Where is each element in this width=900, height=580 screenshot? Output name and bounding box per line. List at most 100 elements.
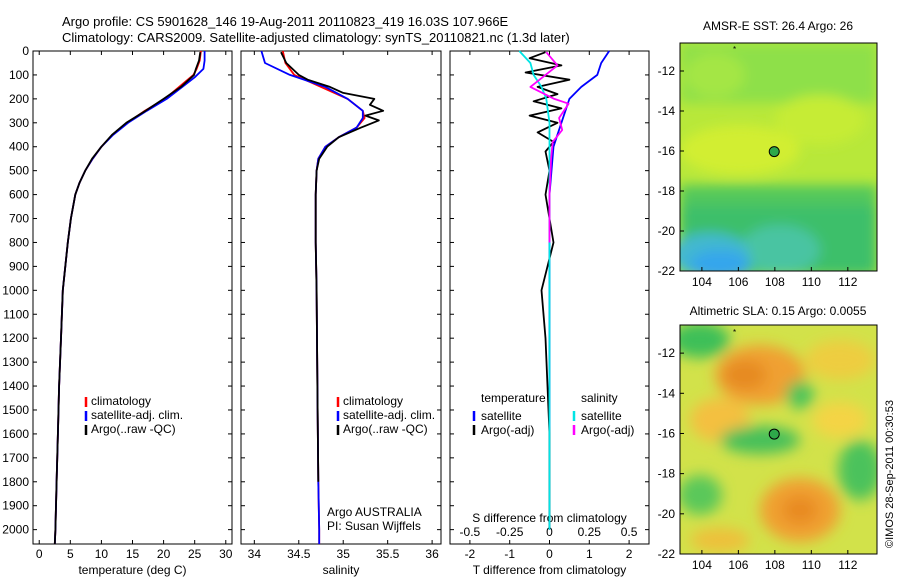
salinity-legend-label: satellite-adj. clim. — [343, 408, 435, 422]
difference-xtick-label: 2 — [626, 547, 633, 561]
sst-origin-mark: * — [733, 45, 736, 54]
temperature-xtick-label: 15 — [126, 547, 140, 561]
credit-text: ©IMOS 28-Sep-2011 00:30:53 — [884, 400, 896, 548]
difference-series-temperature-argo-adj- — [524, 51, 571, 530]
salinity-series-argo-raw-qc- — [280, 51, 385, 482]
difference-top-tick-label: 0 — [546, 525, 553, 539]
temperature-ytick-label: 900 — [9, 259, 29, 273]
diff-legend-salinity-title: salinity — [581, 391, 618, 405]
sst-map-title: AMSR-E SST: 26.4 Argo: 26 — [703, 19, 853, 33]
sst_map-xtick-label: 108 — [765, 275, 785, 289]
sla-map-title: Altimetric SLA: 0.15 Argo: 0.0055 — [690, 304, 867, 318]
salinity-xtick-label: 36 — [425, 547, 439, 561]
salinity-xtick-label: 35.5 — [376, 547, 400, 561]
temperature-ytick-label: 600 — [9, 188, 29, 202]
sla_map-ytick-label: -12 — [658, 346, 676, 360]
difference-xtick-label: -1 — [504, 547, 515, 561]
temperature-ytick-label: 1800 — [2, 475, 29, 489]
sla_map-xtick-label: 108 — [765, 558, 785, 572]
salinity-annotation-line: PI: Susan Wijffels — [327, 519, 421, 533]
difference-top-tick-label: -0.25 — [496, 525, 524, 539]
temperature-ytick-label: 200 — [9, 92, 29, 106]
temperature-xtick-label: 10 — [95, 547, 109, 561]
temperature-ytick-label: 400 — [9, 140, 29, 154]
sst-argo-marker — [768, 146, 780, 158]
temperature-ytick-label: 1200 — [2, 331, 29, 345]
difference-top-tick-label: 0.25 — [578, 525, 602, 539]
salinity-series-satellite-adj-clim- — [260, 50, 364, 544]
temperature-series-satellite-adj-clim- — [53, 51, 206, 545]
temperature-legend-label: climatology — [91, 394, 151, 408]
salinity-panel: 34 34.5 35 35.5 36 salinity climatologysatelli… — [240, 50, 442, 577]
sst_map-ytick-label: -22 — [658, 264, 676, 278]
difference-series-salinity-satellite — [518, 50, 551, 530]
difference-top-tick-label: -0.5 — [460, 525, 481, 539]
sla_map-ytick-label: -14 — [658, 386, 676, 400]
temperature-xtick-label: 0 — [36, 547, 43, 561]
difference-xtick-label: 0 — [546, 547, 553, 561]
sst_map-ytick-label: -16 — [658, 144, 676, 158]
sst_map-ytick-label: -12 — [658, 64, 676, 78]
temperature-ytick-label: 1100 — [3, 307, 29, 321]
temperature-ytick-label: 700 — [9, 212, 29, 226]
salinity-xtick-label: 34 — [248, 547, 262, 561]
sst_map-ytick-label: -14 — [658, 104, 676, 118]
difference-xlabel: T difference from climatology — [473, 563, 627, 577]
temperature-series-argo-raw-qc- — [53, 52, 202, 545]
temperature-ytick-label: 1300 — [2, 355, 29, 369]
sst_map-xtick-label: 110 — [802, 275, 821, 289]
salinity-legend-label: Argo(..raw -QC) — [343, 422, 428, 436]
sst_map-xtick-label: 112 — [838, 275, 857, 289]
temperature-panel: 0 5 10 15 20 25 30 temperature (deg C) 0 100 200 30… — [2, 44, 232, 577]
title-line-2: Climatology: CARS2009. Satellite-adjuste… — [62, 30, 570, 45]
salinity-frame — [240, 50, 442, 545]
sla_map-xtick-label: 104 — [692, 558, 712, 572]
sla_map-ytick-label: -18 — [658, 467, 676, 481]
salinity-xtick-label: 35 — [337, 547, 351, 561]
diff-legend-temperature-label: Argo(-adj) — [481, 423, 534, 437]
salinity-legend-label: climatology — [343, 394, 403, 408]
temperature-xlabel: temperature (deg C) — [78, 563, 186, 577]
temperature-ytick-label: 1400 — [2, 379, 29, 393]
salinity-xlabel: salinity — [323, 563, 360, 577]
sla_map-xtick-label: 112 — [838, 558, 857, 572]
diff-legend-salinity-label: satellite — [581, 409, 622, 423]
sst-map-panel: AMSR-E SST: 26.4 Argo: 26 104 106 108 110 11… — [658, 19, 878, 289]
temperature-ytick-label: 0 — [22, 44, 29, 58]
difference-series-temperature-satellite — [548, 50, 610, 530]
temperature-ytick-label: 300 — [9, 116, 29, 130]
sst_map-ytick-label: -18 — [658, 184, 676, 198]
temperature-xtick-label: 20 — [157, 547, 171, 561]
temperature-ytick-label: 1000 — [2, 283, 29, 297]
sst-heatmap — [680, 43, 877, 271]
temperature-xtick-label: 30 — [219, 547, 233, 561]
sla-map-panel: Altimetric SLA: 0.15 Argo: 0.0055 104 106… — [658, 304, 878, 572]
difference-xtick-label: 1 — [586, 547, 593, 561]
sla-argo-marker — [768, 428, 780, 440]
temperature-xtick-label: 25 — [188, 547, 202, 561]
temperature-ytick-label: 1500 — [2, 403, 29, 417]
sla_map-ytick-label: -22 — [658, 547, 676, 561]
difference-panel: -2 -1 0 1 2 T difference from climatology -0.5… — [449, 50, 650, 577]
temperature-ytick-label: 100 — [9, 68, 29, 82]
temperature-legend-label: Argo(..raw -QC) — [91, 422, 176, 436]
temperature-legend-label: satellite-adj. clim. — [91, 408, 183, 422]
diff-legend-salinity-label: Argo(-adj) — [581, 423, 634, 437]
sst_map-ytick-label: -20 — [658, 224, 676, 238]
sst_map-xtick-label: 106 — [728, 275, 748, 289]
temperature-ytick-label: 1900 — [2, 499, 29, 513]
sla_map-ytick-label: -20 — [658, 507, 676, 521]
sla-origin-mark: * — [733, 328, 736, 337]
salinity-xtick-label: 34.5 — [287, 547, 311, 561]
diff-legend-temperature-label: satellite — [481, 409, 522, 423]
temperature-ytick-label: 1700 — [2, 451, 29, 465]
difference-xtick-label: -2 — [465, 547, 476, 561]
sla_map-xtick-label: 106 — [728, 558, 748, 572]
temperature-series-climatology — [53, 50, 202, 545]
sla_map-ytick-label: -16 — [658, 426, 676, 440]
temperature-xtick-label: 5 — [67, 547, 74, 561]
temperature-ytick-label: 1600 — [2, 427, 29, 441]
salinity-series-climatology — [281, 50, 366, 544]
sst_map-xtick-label: 104 — [692, 275, 712, 289]
